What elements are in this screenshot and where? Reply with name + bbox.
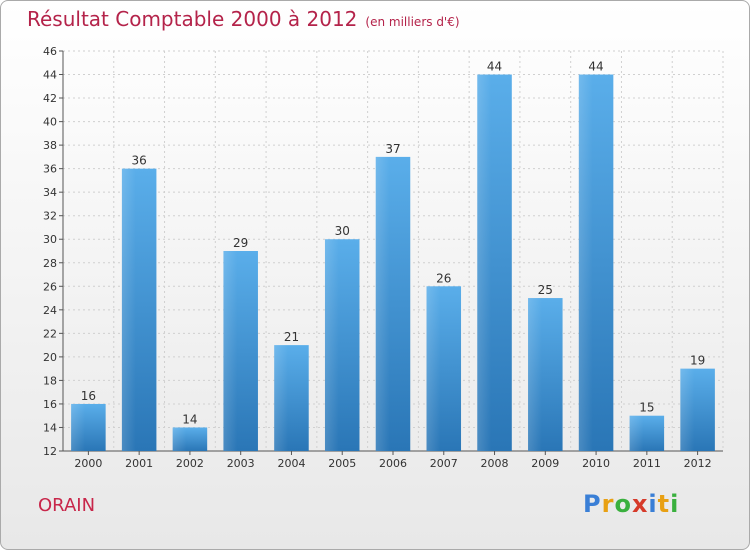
x-tick-label: 2012 bbox=[684, 457, 712, 470]
y-tick-label: 12 bbox=[43, 445, 57, 458]
logo-letter: i bbox=[648, 490, 658, 518]
y-tick-label: 38 bbox=[43, 139, 57, 152]
data-label: 37 bbox=[385, 142, 400, 156]
data-label: 30 bbox=[335, 224, 350, 238]
proxiti-logo: Proxiti bbox=[583, 490, 679, 518]
data-label: 19 bbox=[690, 354, 705, 368]
chart-subtitle: (en milliers d'€) bbox=[365, 15, 460, 29]
y-tick-label: 26 bbox=[43, 280, 57, 293]
y-tick-label: 32 bbox=[43, 210, 57, 223]
logo-letter: i bbox=[670, 490, 680, 518]
data-label: 44 bbox=[588, 60, 603, 74]
bar-highlight bbox=[426, 286, 462, 451]
y-tick-label: 24 bbox=[43, 304, 57, 317]
data-label: 36 bbox=[132, 154, 147, 168]
y-tick-label: 46 bbox=[43, 45, 57, 58]
bar-highlight bbox=[528, 298, 563, 451]
x-tick-label: 2002 bbox=[176, 457, 204, 470]
data-label: 21 bbox=[284, 330, 299, 344]
bar-highlight bbox=[477, 74, 512, 451]
x-tick-label: 2009 bbox=[531, 457, 559, 470]
data-label: 16 bbox=[81, 389, 96, 403]
title-text: Résultat Comptable 2000 à 2012 bbox=[27, 7, 358, 31]
bar-highlight bbox=[324, 239, 360, 451]
bar-highlight bbox=[172, 427, 208, 451]
data-label: 29 bbox=[233, 236, 248, 250]
x-tick-label: 2001 bbox=[125, 457, 153, 470]
data-label: 25 bbox=[538, 283, 553, 297]
commune-name: ORAIN bbox=[38, 495, 96, 516]
x-tick-label: 2010 bbox=[582, 457, 610, 470]
y-tick-label: 44 bbox=[43, 69, 57, 82]
x-tick-label: 2004 bbox=[277, 457, 305, 470]
bar-highlight bbox=[121, 168, 157, 451]
logo-letter: t bbox=[657, 490, 671, 518]
x-tick-label: 2006 bbox=[379, 457, 407, 470]
y-tick-label: 20 bbox=[43, 351, 57, 364]
x-tick-label: 2000 bbox=[74, 457, 102, 470]
logo-letter: x bbox=[631, 490, 649, 518]
bar-highlight bbox=[375, 156, 411, 451]
y-tick-label: 34 bbox=[43, 186, 57, 199]
bar-highlight bbox=[71, 403, 106, 451]
logo-letter: r bbox=[601, 490, 615, 518]
y-tick-label: 14 bbox=[43, 421, 57, 434]
x-tick-label: 2011 bbox=[633, 457, 661, 470]
y-tick-label: 18 bbox=[43, 374, 57, 387]
x-tick-label: 2008 bbox=[481, 457, 509, 470]
x-tick-label: 2005 bbox=[328, 457, 356, 470]
y-tick-label: 22 bbox=[43, 327, 57, 340]
x-tick-label: 2003 bbox=[227, 457, 255, 470]
bar-highlight bbox=[629, 415, 665, 451]
y-tick-label: 40 bbox=[43, 116, 57, 129]
logo-letter: P bbox=[583, 490, 602, 518]
bar-highlight bbox=[223, 251, 258, 451]
y-tick-label: 16 bbox=[43, 398, 57, 411]
y-tick-label: 36 bbox=[43, 163, 57, 176]
chart-title: Résultat Comptable 2000 à 2012 (en millie… bbox=[27, 7, 460, 31]
bar-highlight bbox=[274, 345, 309, 451]
data-label: 26 bbox=[436, 271, 451, 285]
y-tick-label: 28 bbox=[43, 257, 57, 270]
y-tick-label: 42 bbox=[43, 92, 57, 105]
x-tick-label: 2007 bbox=[430, 457, 458, 470]
bar-highlight bbox=[680, 368, 715, 451]
data-label: 15 bbox=[639, 401, 654, 415]
bar-highlight bbox=[578, 74, 614, 451]
data-label: 14 bbox=[182, 412, 197, 426]
logo-letter: o bbox=[614, 490, 632, 518]
y-tick-label: 30 bbox=[43, 233, 57, 246]
data-label: 44 bbox=[487, 60, 502, 74]
